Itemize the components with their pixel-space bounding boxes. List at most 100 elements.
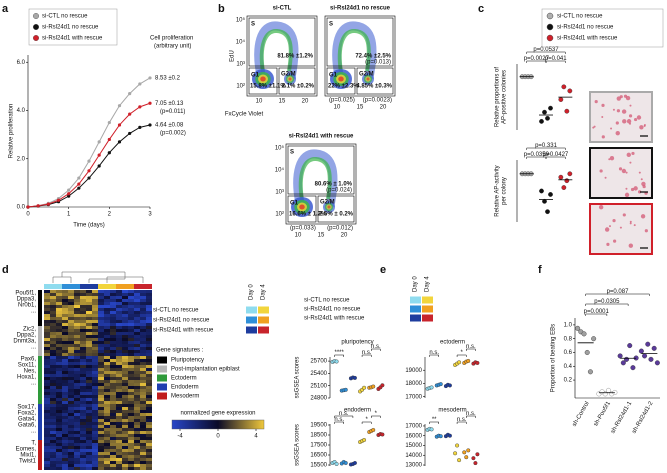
heatmap-cell — [122, 413, 128, 416]
heatmap-cell — [50, 296, 56, 299]
heatmap-cell — [44, 371, 50, 374]
heatmap-cell — [98, 323, 104, 326]
heatmap-cell — [68, 407, 74, 410]
heatmap-cell — [128, 311, 134, 314]
data-point — [117, 123, 122, 127]
heatmap-cell — [110, 452, 116, 455]
heatmap-cell — [128, 290, 134, 293]
heatmap-cell — [140, 434, 146, 437]
heatmap-cell — [44, 431, 50, 434]
comparison-label: n.s. — [362, 350, 372, 356]
heatmap-cell — [74, 299, 80, 302]
data-point — [466, 358, 471, 363]
heatmap-cell — [110, 392, 116, 395]
heatmap-cell — [140, 437, 146, 440]
heatmap-cell — [116, 374, 122, 377]
heatmap-cell — [98, 329, 104, 332]
heatmap-cell — [68, 320, 74, 323]
colony — [604, 176, 607, 179]
data-point — [455, 443, 460, 448]
heatmap-cell — [80, 452, 86, 455]
heatmap-cell — [146, 416, 152, 419]
heatmap-cell — [92, 308, 98, 311]
comparison-label: n.s. — [429, 350, 439, 356]
gene-label: ... — [31, 309, 36, 315]
heatmap-cell — [98, 326, 104, 329]
heatmap-cell — [134, 329, 140, 332]
heatmap-cell — [140, 341, 146, 344]
y-tick-label: 10³ — [275, 190, 284, 196]
heatmap-cell — [62, 293, 68, 296]
heatmap-cell — [122, 452, 128, 455]
heatmap-cell — [86, 302, 92, 305]
gate-p-value: (p=0.024) — [326, 188, 352, 194]
y-tick-label: 17000 — [405, 424, 422, 430]
heatmap-cell — [146, 353, 152, 356]
heatmap-cell — [74, 338, 80, 341]
heatmap-cell — [122, 404, 128, 407]
y-tick-label: 17500 — [310, 443, 327, 449]
heatmap-cell — [128, 380, 134, 383]
heatmap-cell — [62, 365, 68, 368]
heatmap-cell — [128, 329, 134, 332]
heatmap-cell — [44, 422, 50, 425]
heatmap-cell — [92, 296, 98, 299]
heatmap-cell — [146, 359, 152, 362]
x-tick-label: 10 — [256, 99, 263, 105]
gate-label: S — [290, 150, 294, 156]
heatmap-cell — [134, 464, 140, 467]
heatmap-cell — [128, 446, 134, 449]
heatmap-cell — [146, 320, 152, 323]
data-point — [564, 108, 570, 114]
heatmap-cell — [62, 332, 68, 335]
heatmap-cell — [122, 461, 128, 464]
heatmap-cell — [68, 326, 74, 329]
data-point — [138, 105, 142, 109]
heatmap-cell — [62, 386, 68, 389]
comparison-label: **** — [334, 350, 344, 356]
heatmap-cell — [50, 446, 56, 449]
heatmap-cell — [92, 464, 98, 467]
heatmap-cell — [110, 395, 116, 398]
colony — [625, 187, 628, 190]
colony — [643, 123, 646, 126]
heatmap-cell — [80, 320, 86, 323]
heatmap-cell — [104, 392, 110, 395]
gate-label: G1 — [251, 73, 260, 79]
heatmap-cell — [56, 359, 62, 362]
heatmap-cell — [68, 392, 74, 395]
heatmap-cell — [86, 443, 92, 446]
heatmap-cell — [92, 410, 98, 413]
heatmap-cell — [74, 326, 80, 329]
heatmap-cell — [92, 326, 98, 329]
heatmap-cell — [92, 317, 98, 320]
heatmap-cell — [44, 461, 50, 464]
heatmap-cell — [140, 332, 146, 335]
heatmap-cell — [80, 308, 86, 311]
heatmap-cell — [74, 446, 80, 449]
y-tick-label: 0.8 — [564, 336, 573, 342]
heatmap-cell — [92, 365, 98, 368]
heatmap-cell — [86, 356, 92, 359]
heatmap-cell — [122, 416, 128, 419]
comparison-label: p=0.0027 — [524, 56, 550, 62]
heatmap-cell — [50, 407, 56, 410]
signature-label: Ectoderm — [171, 376, 197, 382]
heatmap-cell — [134, 404, 140, 407]
heatmap-cell — [74, 404, 80, 407]
heatmap-cell — [68, 365, 74, 368]
heatmap-cell — [122, 437, 128, 440]
heatmap-cell — [146, 332, 152, 335]
heatmap-cell — [98, 422, 104, 425]
heatmap-cell — [74, 407, 80, 410]
heatmap-cell — [116, 311, 122, 314]
heatmap-cell — [86, 314, 92, 317]
heatmap-cell — [68, 431, 74, 434]
heatmap-cell — [44, 425, 50, 428]
heatmap-cell — [86, 401, 92, 404]
heatmap-cell — [44, 437, 50, 440]
heatmap-cell — [80, 455, 86, 458]
legend-day: Day 4 — [425, 276, 431, 292]
heatmap-cell — [74, 293, 80, 296]
heatmap-cell — [122, 302, 128, 305]
